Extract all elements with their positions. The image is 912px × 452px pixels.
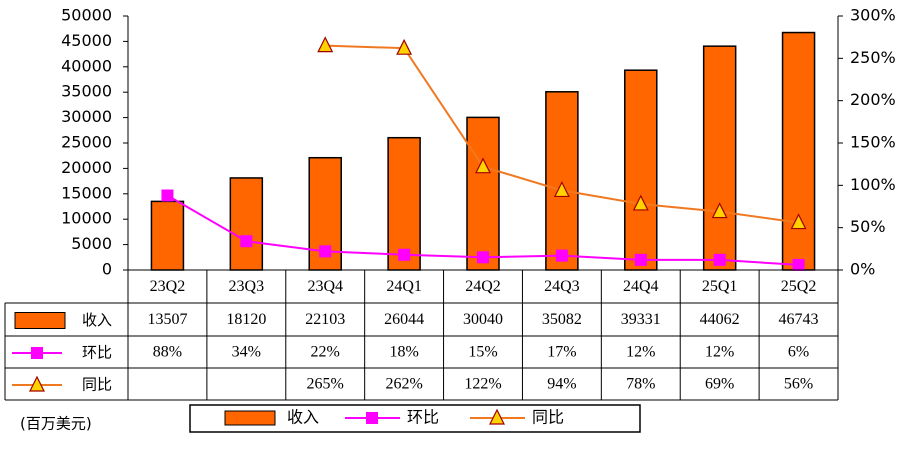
table-cell: 122% (464, 376, 501, 393)
category-label: 23Q2 (150, 278, 186, 295)
y-tick-label: 35000 (61, 82, 112, 101)
marker (713, 253, 726, 266)
table-cell: 6% (788, 344, 809, 361)
bar (545, 91, 579, 271)
marker (477, 251, 489, 264)
table-cell: 12% (705, 344, 734, 361)
bar (150, 200, 185, 271)
y-tick-label: 15000 (61, 183, 112, 202)
table-cell: 18120 (226, 311, 266, 328)
table-cell: 35082 (542, 311, 582, 328)
bar (702, 45, 737, 271)
marker (792, 258, 805, 271)
legend-icon (14, 312, 66, 329)
table-cell: 78% (626, 376, 655, 393)
y-tick-label: 20000 (61, 158, 112, 177)
y-tick-label: 5000 (71, 234, 112, 253)
y-tick-label: 10000 (61, 209, 112, 228)
y-tick-label: 0 (102, 260, 112, 279)
category-label: 24Q3 (544, 278, 580, 295)
table-cell: 22103 (305, 311, 345, 328)
legend-marker (489, 408, 505, 425)
table-cell: 88% (153, 344, 182, 361)
table-cell: 17% (547, 344, 576, 361)
row-label: 同比 (82, 376, 112, 394)
marker (555, 249, 568, 262)
table-cell: 34% (232, 344, 261, 361)
bar (466, 116, 500, 271)
y2-tick-label: 100% (850, 175, 896, 194)
legend-icon (224, 410, 276, 426)
bar (624, 69, 658, 271)
y-tick-label: 50000 (61, 6, 112, 25)
table-cell: 13507 (147, 311, 187, 328)
bar (387, 136, 421, 271)
table-cell: 12% (626, 344, 655, 361)
legend-label: 环比 (407, 408, 439, 427)
table-cell: 30040 (463, 311, 503, 328)
unit-note: (百万美元) (20, 415, 92, 433)
category-label: 23Q3 (229, 278, 265, 295)
y-tick-label: 40000 (61, 56, 112, 75)
marker (319, 245, 332, 258)
y-tick-label: 30000 (61, 107, 112, 126)
marker (475, 157, 491, 174)
category-label: 23Q4 (307, 278, 343, 295)
table-cell: 262% (385, 376, 422, 393)
legend-label: 同比 (532, 408, 564, 427)
category-label: 24Q2 (465, 278, 501, 295)
category-label: 24Q4 (623, 278, 659, 295)
table-cell: 26044 (384, 311, 424, 328)
category-label: 25Q2 (781, 278, 817, 295)
y2-tick-label: 250% (850, 48, 896, 67)
table-cell: 22% (311, 344, 340, 361)
table-cell: 265% (307, 376, 344, 393)
y2-tick-label: 150% (850, 133, 896, 152)
y2-tick-label: 50% (850, 217, 886, 236)
table-cell: 44062 (700, 311, 740, 328)
marker (632, 194, 649, 211)
category-label: 25Q1 (702, 278, 738, 295)
marker (790, 213, 807, 230)
table-cell: 69% (705, 376, 734, 393)
y-tick-label: 45000 (61, 31, 112, 50)
marker (161, 189, 174, 202)
marker (553, 181, 570, 198)
y-tick-label: 25000 (61, 133, 112, 152)
marker (396, 38, 413, 55)
table-cell: 39331 (621, 311, 661, 328)
table-cell: 18% (389, 344, 418, 361)
legend-marker (366, 412, 378, 424)
table-cell: 94% (547, 376, 576, 393)
y2-tick-label: 300% (850, 6, 896, 25)
marker (240, 235, 253, 248)
y2-tick-label: 200% (850, 90, 896, 109)
y2-tick-label: 0% (850, 260, 875, 279)
table-cell: 46743 (779, 311, 819, 328)
legend-label: 收入 (287, 408, 319, 427)
marker (398, 248, 411, 261)
bar (781, 31, 816, 271)
legend-marker (29, 375, 45, 392)
row-label: 收入 (82, 311, 112, 329)
bar (229, 177, 264, 271)
category-label: 24Q1 (386, 278, 422, 295)
table-cell: 15% (468, 344, 497, 361)
legend-marker (31, 347, 43, 359)
marker (317, 36, 334, 53)
marker (634, 253, 647, 266)
marker (711, 202, 728, 219)
row-label: 环比 (82, 344, 112, 362)
table-cell: 56% (784, 376, 813, 393)
